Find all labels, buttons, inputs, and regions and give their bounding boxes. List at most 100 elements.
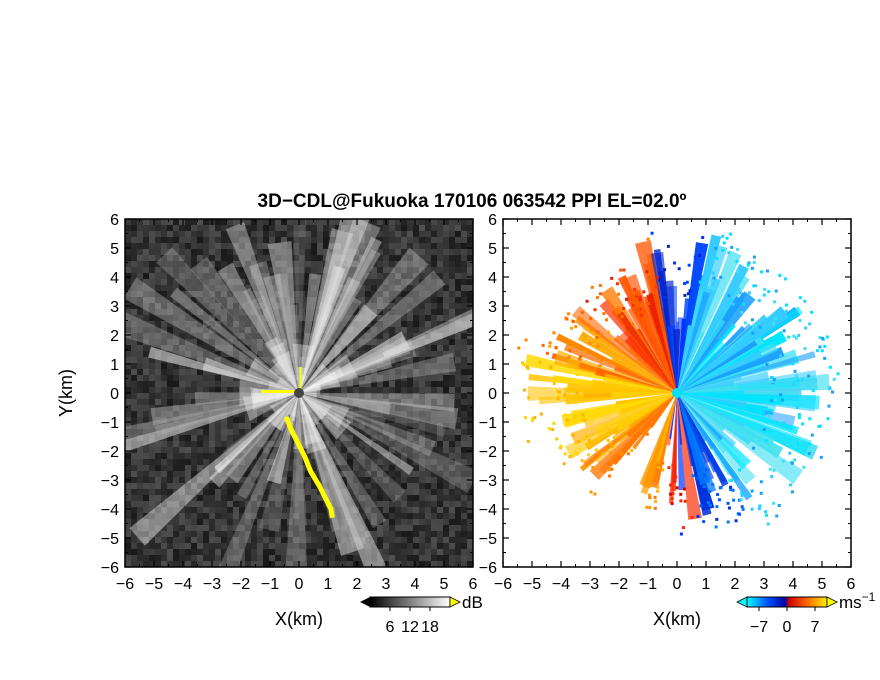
noise-cell — [425, 531, 431, 537]
noise-cell — [449, 249, 455, 255]
noise-cell — [179, 219, 185, 225]
velocity-pixel — [802, 465, 806, 469]
noise-cell — [269, 525, 275, 531]
noise-cell — [455, 345, 461, 351]
noise-cell — [437, 543, 443, 549]
noise-cell — [449, 525, 455, 531]
noise-cell — [377, 219, 383, 225]
noise-cell — [317, 543, 323, 549]
noise-cell — [179, 327, 185, 333]
noise-cell — [305, 525, 311, 531]
noise-cell — [239, 495, 245, 501]
velocity-pixel — [752, 255, 756, 259]
velocity-pixel — [759, 480, 763, 484]
velocity-ray — [564, 387, 677, 393]
velocity-pixel — [589, 490, 593, 494]
noise-cell — [455, 399, 461, 405]
noise-cell — [311, 315, 317, 321]
noise-cell — [263, 441, 269, 447]
noise-cell — [341, 435, 347, 441]
noise-cell — [347, 561, 353, 567]
noise-cell — [455, 405, 461, 411]
noise-cell — [305, 231, 311, 237]
noise-cell — [461, 489, 467, 495]
noise-cell — [137, 477, 143, 483]
noise-cell — [437, 441, 443, 447]
noise-cell — [257, 297, 263, 303]
noise-cell — [365, 411, 371, 417]
noise-cell — [365, 513, 371, 519]
noise-cell — [449, 459, 455, 465]
noise-cell — [377, 525, 383, 531]
noise-cell — [365, 471, 371, 477]
noise-cell — [353, 447, 359, 453]
noise-cell — [431, 327, 437, 333]
noise-cell — [383, 369, 389, 375]
noise-cell — [125, 309, 131, 315]
noise-cell — [209, 375, 215, 381]
noise-cell — [353, 339, 359, 345]
noise-cell — [251, 561, 257, 567]
noise-cell — [407, 393, 413, 399]
velocity-pixel — [769, 376, 773, 380]
noise-cell — [299, 231, 305, 237]
noise-cell — [167, 321, 173, 327]
noise-cell — [131, 291, 137, 297]
backscatter-core-ray — [264, 336, 299, 393]
noise-cell — [251, 357, 257, 363]
noise-cell — [401, 507, 407, 513]
noise-cell — [359, 393, 365, 399]
velocity-ray — [657, 334, 677, 393]
noise-cell — [413, 519, 419, 525]
noise-cell — [191, 417, 197, 423]
velocity-pixel — [715, 517, 719, 521]
x-tick-label: 0 — [673, 576, 682, 593]
noise-cell — [251, 525, 257, 531]
noise-cell — [239, 519, 245, 525]
velocity-pixel — [702, 473, 706, 477]
noise-cell — [305, 261, 311, 267]
noise-cell — [449, 495, 455, 501]
noise-cell — [137, 327, 143, 333]
noise-cell — [407, 477, 413, 483]
noise-cell — [197, 447, 203, 453]
noise-cell — [143, 447, 149, 453]
noise-cell — [245, 327, 251, 333]
noise-cell — [431, 453, 437, 459]
noise-cell — [383, 543, 389, 549]
noise-cell — [227, 291, 233, 297]
noise-cell — [269, 495, 275, 501]
noise-cell — [167, 291, 173, 297]
noise-cell — [341, 459, 347, 465]
velocity-pixel — [551, 428, 555, 432]
noise-cell — [419, 519, 425, 525]
noise-cell — [221, 543, 227, 549]
backscatter-core-ray — [297, 366, 307, 393]
noise-cell — [161, 381, 167, 387]
noise-cell — [335, 411, 341, 417]
noise-cell — [239, 483, 245, 489]
velocity-pixel — [721, 248, 725, 252]
noise-cell — [155, 381, 161, 387]
noise-cell — [437, 405, 443, 411]
noise-cell — [383, 309, 389, 315]
noise-cell — [143, 477, 149, 483]
noise-cell — [185, 417, 191, 423]
noise-cell — [167, 513, 173, 519]
velocity-pixel — [758, 325, 762, 329]
velocity-pixel — [620, 315, 624, 319]
noise-cell — [347, 435, 353, 441]
noise-cell — [281, 387, 287, 393]
noise-cell — [269, 555, 275, 561]
noise-cell — [203, 261, 209, 267]
noise-cell — [353, 333, 359, 339]
noise-cell — [125, 435, 131, 441]
noise-cell — [149, 483, 155, 489]
noise-cell — [425, 363, 431, 369]
noise-cell — [341, 453, 347, 459]
velocity-pixel — [736, 247, 740, 251]
noise-cell — [383, 237, 389, 243]
noise-cell — [131, 249, 137, 255]
noise-cell — [449, 423, 455, 429]
noise-cell — [377, 225, 383, 231]
